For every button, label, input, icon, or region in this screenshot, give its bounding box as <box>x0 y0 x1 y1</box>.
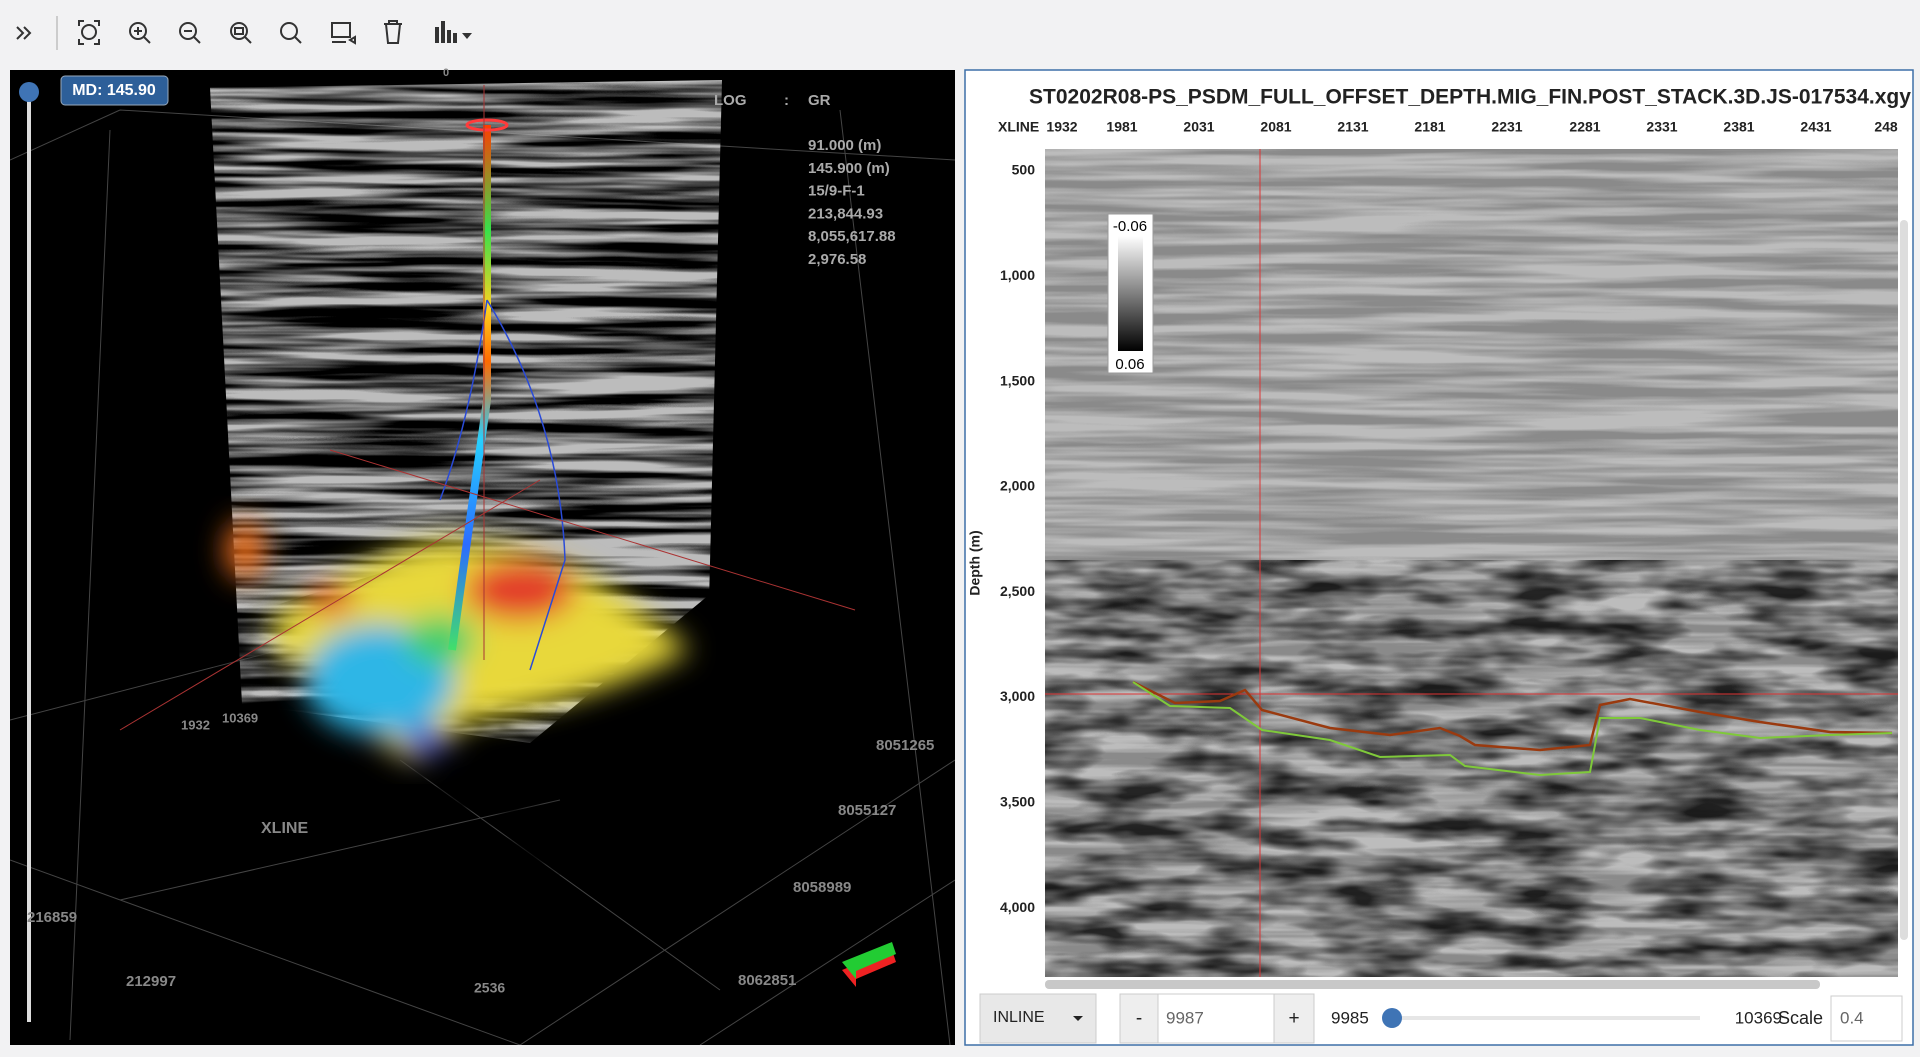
colorbar-top: -0.06 <box>1113 218 1147 235</box>
log-name: GR <box>808 92 831 109</box>
section-image <box>1045 149 1898 977</box>
scale-value: 0.4 <box>1840 1008 1864 1027</box>
xline-tick-label: 2181 <box>1414 119 1445 135</box>
scene-axis-label: 2536 <box>474 980 505 996</box>
scene-axis-label: 8058989 <box>793 879 851 896</box>
depth-tick-label: 1,000 <box>1000 267 1035 283</box>
toolbar <box>16 16 472 50</box>
xline-tick-label: 2231 <box>1491 119 1522 135</box>
scene-axis-label: 8062851 <box>738 972 796 989</box>
md-label: MD: 145.90 <box>72 82 156 99</box>
scene-axis-label: XLINE <box>261 820 308 837</box>
xline-tick-label: 2431 <box>1800 119 1831 135</box>
direction-label: INLINE <box>993 1009 1045 1026</box>
scene-axis-label: 212997 <box>126 973 176 990</box>
minus-button[interactable] <box>1119 993 1159 1044</box>
zoom-in-button[interactable] <box>129 22 151 44</box>
horizon-green <box>1132 681 1893 777</box>
depth-tick-label: 1,500 <box>1000 372 1035 388</box>
well-info-line: 91.000 (m) <box>808 137 881 154</box>
well-info-line: 145.900 (m) <box>808 160 890 177</box>
scale-label: Scale <box>1778 1008 1823 1028</box>
well-info-line: 15/9-F-1 <box>808 183 865 200</box>
scene-axis-label: 8051265 <box>876 737 934 754</box>
section-title: ST0202R08-PS_PSDM_FULL_OFFSET_DEPTH.MIG_… <box>1029 86 1911 109</box>
chart-menu-button[interactable] <box>435 21 472 43</box>
well-info: 91.000 (m) 145.900 (m) 15/9-F-1 213,844.93 8… <box>808 137 896 268</box>
xline-tick-label: 1981 <box>1106 119 1137 135</box>
view-3d: MD: 145.90 LOG : GR 91.000 (m) 145.900 (m… <box>10 67 955 1045</box>
delete-button[interactable] <box>384 20 402 44</box>
xline-tick-label: 2281 <box>1569 119 1600 135</box>
depth-ticks: 500 1,000 1,500 2,000 2,500 3,000 3,500 4,000 <box>1000 162 1035 915</box>
scene-axis-labels: 0 1932 10369 XLINE 216859 212997 2536 8051265 80… <box>27 67 934 996</box>
scene-axis-label: 1932 <box>181 717 210 732</box>
zoom-out-button[interactable] <box>179 22 201 44</box>
slider-max: 10369 <box>1735 1008 1782 1027</box>
log-sep: : <box>784 92 789 109</box>
xline-tick-label: 2031 <box>1183 119 1214 135</box>
scene-axis-label: 0 <box>443 67 449 79</box>
horizon-brown <box>1132 680 1893 752</box>
well-info-line: 8,055,617.88 <box>808 228 896 245</box>
value-text: 9987 <box>1166 1008 1204 1027</box>
scene-axis-label: 8055127 <box>838 802 896 819</box>
horizontal-scrollbar[interactable] <box>1045 980 1820 989</box>
orientation-arrow <box>842 942 896 987</box>
slider-min: 9985 <box>1331 1008 1369 1027</box>
section-texture-deep <box>1045 560 1898 977</box>
plus-button[interactable] <box>1273 993 1315 1044</box>
well-path <box>439 118 566 671</box>
colorbar-bottom: 0.06 <box>1115 356 1144 373</box>
screenshot-button[interactable] <box>331 22 356 45</box>
xline-tick-label: 2131 <box>1337 119 1368 135</box>
plus-label: + <box>1288 1008 1299 1029</box>
depth-tick-label: 4,000 <box>1000 899 1035 915</box>
slider-thumb[interactable] <box>1382 1008 1402 1028</box>
xline-ticks: 1932 1981 2031 2081 2131 2181 2231 2281 2331 2381… <box>1046 119 1897 135</box>
xline-tick-label: 2381 <box>1723 119 1754 135</box>
scene-axis-label: 216859 <box>27 909 77 926</box>
well-info-line: 2,976.58 <box>808 251 866 268</box>
depth-tick-label: 3,000 <box>1000 688 1035 704</box>
colorbar-gradient <box>1118 236 1143 351</box>
fit-button[interactable] <box>78 20 100 45</box>
zoom-box-button[interactable] <box>230 22 252 44</box>
depth-label: Depth (m) <box>967 530 983 595</box>
zoom-reset-button[interactable] <box>280 22 302 44</box>
collapse-button[interactable] <box>16 26 32 40</box>
dropdown-caret <box>1073 1016 1083 1021</box>
xline-tick-label: 2081 <box>1260 119 1291 135</box>
scene-axis-label: 10369 <box>222 710 258 725</box>
log-label: LOG <box>714 92 747 109</box>
section-view: ST0202R08-PS_PSDM_FULL_OFFSET_DEPTH.MIG_… <box>964 69 1914 1046</box>
depth-tick-label: 500 <box>1012 162 1036 178</box>
xline-tick-label: 2331 <box>1646 119 1677 135</box>
xline-tick-label: 248 <box>1874 119 1898 135</box>
cursor-lines <box>119 85 856 731</box>
minus-label: - <box>1136 1008 1142 1029</box>
xline-tick-label: 1932 <box>1046 119 1077 135</box>
vertical-scrollbar[interactable] <box>1900 220 1908 940</box>
depth-tick-label: 2,500 <box>1000 583 1035 599</box>
depth-tick-label: 3,500 <box>1000 794 1035 810</box>
depth-tick-label: 2,000 <box>1000 478 1035 494</box>
md-badge <box>60 75 169 106</box>
md-slider-thumb[interactable] <box>19 82 39 102</box>
well-info-line: 213,844.93 <box>808 205 883 222</box>
xline-label: XLINE <box>998 119 1039 135</box>
scale-input[interactable] <box>1830 995 1903 1042</box>
